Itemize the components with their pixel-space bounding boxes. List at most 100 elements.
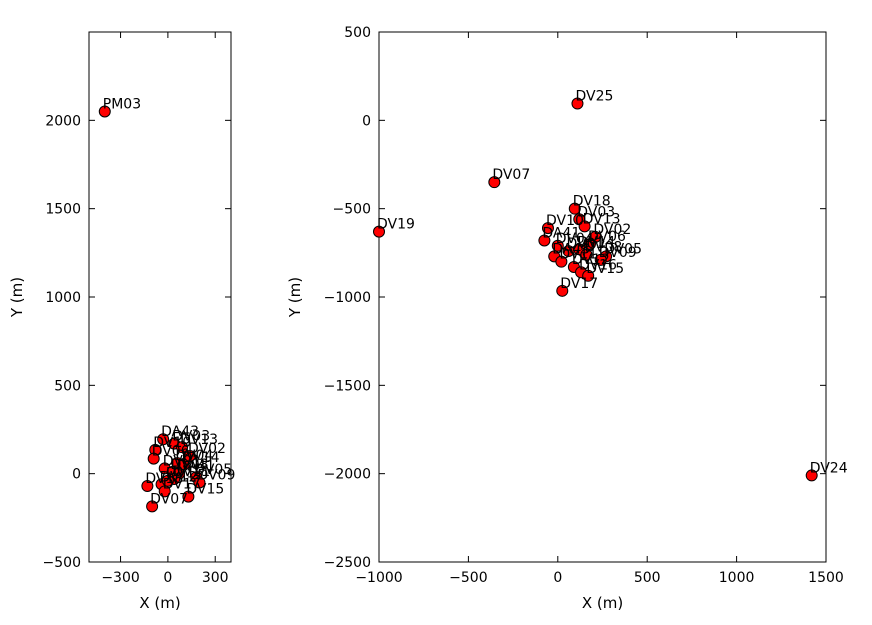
point-label: DV01 bbox=[163, 453, 201, 469]
point-label: DV06 bbox=[588, 229, 626, 245]
x-tick-label: 0 bbox=[553, 570, 562, 586]
y-axis-label: Y (m) bbox=[8, 277, 26, 318]
x-tick-label: −1000 bbox=[355, 570, 402, 586]
scatter-point bbox=[551, 239, 564, 252]
point-label: DV08 bbox=[584, 240, 622, 256]
x-axis-label: X (m) bbox=[139, 594, 180, 612]
point-label: DV10 bbox=[153, 435, 191, 451]
point-label: DV17 bbox=[560, 276, 598, 292]
scatter-point bbox=[582, 269, 595, 282]
scatter-point bbox=[193, 476, 206, 489]
point-label: DV13 bbox=[180, 432, 218, 448]
scatter-point bbox=[147, 452, 160, 465]
y-axis-label: Y (m) bbox=[286, 277, 304, 318]
x-tick-label: 1500 bbox=[808, 570, 844, 586]
y-tick-label: 0 bbox=[362, 113, 371, 129]
x-axis-label: X (m) bbox=[582, 594, 623, 612]
scatter-point bbox=[555, 255, 568, 268]
scatter-point bbox=[578, 220, 591, 233]
y-tick-label: 2000 bbox=[45, 113, 81, 129]
point-label: DV11 bbox=[559, 247, 597, 263]
point-label: DV02 bbox=[188, 441, 226, 457]
point-label: DV15 bbox=[186, 482, 224, 498]
point-label: DV18 bbox=[573, 194, 611, 210]
scatter-point bbox=[158, 485, 171, 498]
point-label: DV05 bbox=[604, 241, 642, 257]
point-label: DV25 bbox=[575, 89, 613, 105]
points-group bbox=[98, 105, 206, 513]
scatter-point bbox=[488, 176, 501, 189]
y-tick-label: −500 bbox=[333, 202, 371, 218]
point-label: DV12 bbox=[160, 469, 198, 485]
points-group bbox=[373, 97, 818, 482]
scatter-point bbox=[538, 234, 551, 247]
scatter-point bbox=[141, 480, 154, 493]
point-label: DV03 bbox=[172, 429, 210, 445]
y-tick-label: 1000 bbox=[45, 290, 81, 306]
x-tick-label: 1000 bbox=[719, 570, 755, 586]
scatter-point bbox=[373, 225, 385, 238]
point-label: DV12 bbox=[572, 252, 610, 268]
point-label: DV09 bbox=[599, 245, 637, 261]
point-label: DV15 bbox=[586, 261, 624, 277]
scatter-point bbox=[571, 97, 584, 110]
left-scatter-panel: −300 0 300 −500 0 500 1000 1500 2000 X (m) Y (m) PM… bbox=[8, 31, 235, 612]
point-label: DV09 bbox=[197, 468, 235, 484]
y-tick-label: 500 bbox=[54, 378, 81, 394]
scatter-point bbox=[594, 253, 607, 266]
point-label: DV11 bbox=[172, 464, 210, 480]
x-tick-label: −300 bbox=[101, 570, 139, 586]
scatter-point bbox=[176, 441, 189, 454]
point-label: DV05 bbox=[194, 462, 232, 478]
point-label: DA41 bbox=[542, 225, 580, 241]
y-tick-label: −1000 bbox=[324, 290, 371, 306]
y-tick-label: 500 bbox=[344, 25, 371, 41]
scatter-point bbox=[562, 245, 575, 258]
point-label: DV04 bbox=[175, 448, 213, 464]
point-label: DA43 bbox=[161, 424, 199, 440]
plot-frame bbox=[378, 31, 827, 563]
scatter-point bbox=[157, 433, 170, 446]
scatter-point bbox=[805, 469, 818, 482]
y-tick-label: 1500 bbox=[45, 202, 81, 218]
y-tick-label: −500 bbox=[43, 555, 81, 571]
point-label: DV04 bbox=[556, 231, 594, 247]
x-tick-label: 500 bbox=[634, 570, 661, 586]
point-label: DV13 bbox=[583, 211, 621, 227]
y-tick-label: −2000 bbox=[324, 467, 371, 483]
scatter-point bbox=[98, 105, 111, 118]
scatter-point bbox=[541, 222, 554, 235]
point-label: DV16 bbox=[579, 257, 617, 273]
point-label: DV07 bbox=[492, 167, 530, 183]
point-label: PM03 bbox=[103, 97, 141, 113]
scatter-point bbox=[583, 238, 596, 250]
y-tick-label: −2500 bbox=[324, 555, 371, 571]
point-label: DA41 bbox=[177, 459, 215, 475]
point-label: DV02 bbox=[593, 222, 631, 238]
point-label: DV07 bbox=[150, 491, 188, 507]
point-label: DV01 bbox=[567, 236, 605, 252]
scatter-point bbox=[568, 202, 581, 215]
x-tick-label: 0 bbox=[163, 570, 172, 586]
x-tick-label: −500 bbox=[449, 570, 487, 586]
point-label: DV16 bbox=[166, 466, 204, 482]
right-scatter-panel: −1000 −500 0 500 1000 1500 −2500 −2000 −1500 −100… bbox=[286, 25, 848, 612]
y-tick-label: 0 bbox=[72, 467, 81, 483]
point-label: DV14 bbox=[577, 234, 615, 250]
y-tick-label: −1500 bbox=[324, 378, 371, 394]
scatter-point bbox=[556, 284, 569, 297]
scatter-point bbox=[580, 248, 593, 261]
scatter-point bbox=[183, 450, 196, 462]
x-tick-label: 300 bbox=[202, 570, 229, 586]
point-label: DV06 bbox=[152, 444, 190, 460]
scatter-point bbox=[182, 490, 195, 503]
point-label: DV14 bbox=[182, 450, 220, 466]
point-label: DV17 bbox=[163, 476, 201, 492]
point-label: DV18 bbox=[145, 471, 183, 487]
scatter-point bbox=[146, 500, 159, 513]
point-label: DV08 bbox=[171, 457, 209, 473]
point-label: DV24 bbox=[810, 460, 848, 476]
plot-frame bbox=[88, 31, 232, 563]
point-label: DV03 bbox=[577, 204, 615, 220]
